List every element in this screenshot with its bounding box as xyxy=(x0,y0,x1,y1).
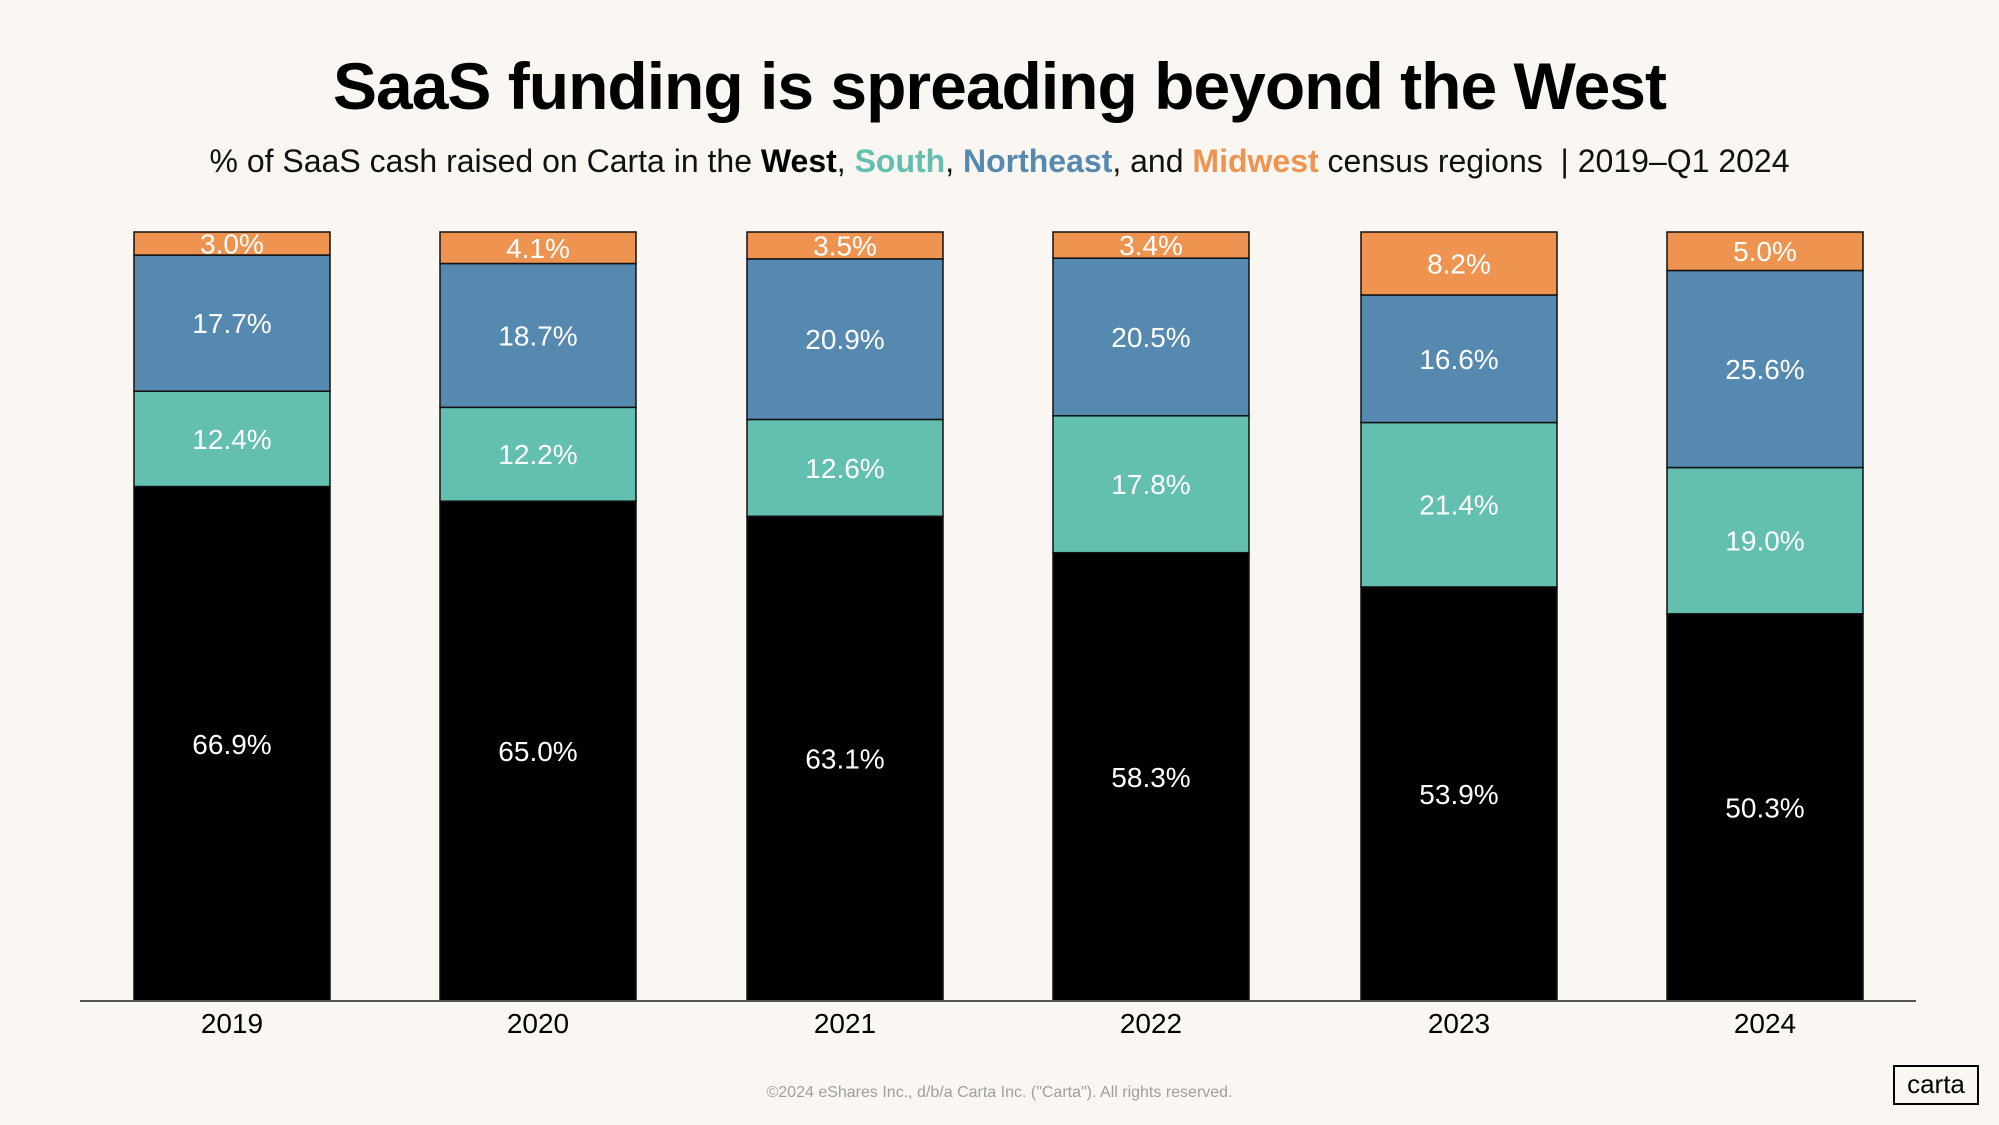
bar-segment-south-2021 xyxy=(746,418,944,517)
subtitle-south: South xyxy=(854,143,946,179)
data-label: 65.0% xyxy=(498,736,577,767)
data-label: 12.2% xyxy=(498,439,577,470)
data-label: 5.0% xyxy=(1733,236,1797,267)
data-label: 12.4% xyxy=(192,424,271,455)
subtitle-sep: , and xyxy=(1112,143,1193,179)
data-label: 21.4% xyxy=(1419,490,1498,521)
data-label: 3.0% xyxy=(200,229,264,260)
x-tick-label: 2021 xyxy=(814,1008,876,1039)
bar-segment-midwest-2019 xyxy=(133,231,331,256)
data-label: 25.6% xyxy=(1725,354,1804,385)
subtitle-suffix: census regions | 2019–Q1 2024 xyxy=(1318,143,1790,179)
data-label: 53.9% xyxy=(1419,779,1498,810)
bar-segment-northeast-2020 xyxy=(439,262,637,409)
x-tick-label: 2023 xyxy=(1428,1008,1490,1039)
x-tick-label: 2019 xyxy=(201,1008,263,1039)
bar-segment-south-2022 xyxy=(1052,415,1250,554)
bar-segment-south-2024 xyxy=(1666,466,1864,615)
subtitle-sep: , xyxy=(945,143,963,179)
bar-segment-northeast-2021 xyxy=(746,258,944,421)
data-label: 17.8% xyxy=(1111,469,1190,500)
bar-segment-midwest-2022 xyxy=(1052,231,1250,259)
data-label: 3.5% xyxy=(813,230,877,261)
x-tick-label: 2020 xyxy=(507,1008,569,1039)
subtitle-west: West xyxy=(760,143,837,179)
data-label: 17.7% xyxy=(192,308,271,339)
bar-segment-south-2020 xyxy=(439,406,637,502)
carta-logo: carta xyxy=(1893,1065,1979,1105)
data-label: 58.3% xyxy=(1111,762,1190,793)
data-label: 4.1% xyxy=(506,233,570,264)
copyright-footer: ©2024 eShares Inc., d/b/a Carta Inc. ("C… xyxy=(766,1084,1233,1101)
bar-segment-northeast-2024 xyxy=(1666,269,1864,469)
chart-title: SaaS funding is spreading beyond the Wes… xyxy=(333,49,1667,123)
subtitle-midwest: Midwest xyxy=(1192,143,1319,179)
data-label: 50.3% xyxy=(1725,792,1804,823)
data-label: 19.0% xyxy=(1725,526,1804,557)
subtitle-northeast: Northeast xyxy=(962,143,1113,179)
bar-segment-south-2023 xyxy=(1360,421,1558,588)
bar-segment-midwest-2020 xyxy=(439,231,637,265)
data-label: 66.9% xyxy=(192,729,271,760)
bar-segment-midwest-2021 xyxy=(746,231,944,260)
bar-segment-midwest-2023 xyxy=(1360,231,1558,296)
data-label: 20.9% xyxy=(805,324,884,355)
data-label: 18.7% xyxy=(498,320,577,351)
bar-segment-northeast-2022 xyxy=(1052,257,1250,417)
data-label: 3.4% xyxy=(1119,230,1183,261)
data-label: 63.1% xyxy=(805,744,884,775)
data-label: 12.6% xyxy=(805,453,884,484)
bar-segment-northeast-2023 xyxy=(1360,294,1558,424)
bar-segment-west-2023 xyxy=(1360,586,1558,1002)
bar-segment-south-2019 xyxy=(133,390,331,488)
x-tick-label: 2024 xyxy=(1734,1008,1796,1039)
bar-segment-west-2021 xyxy=(746,515,944,1002)
data-label: 16.6% xyxy=(1419,344,1498,375)
subtitle-prefix: % of SaaS cash raised on Carta in the xyxy=(209,143,761,179)
data-label: 8.2% xyxy=(1427,248,1491,279)
subtitle-sep: , xyxy=(836,143,855,179)
bar-segment-west-2022 xyxy=(1052,551,1250,1002)
data-label: 20.5% xyxy=(1111,322,1190,353)
bar-segment-midwest-2024 xyxy=(1666,231,1864,272)
x-tick-label: 2022 xyxy=(1120,1008,1182,1039)
bar-segment-northeast-2019 xyxy=(133,254,331,392)
bar-segment-west-2020 xyxy=(439,500,637,1002)
chart-subtitle: % of SaaS cash raised on Carta in the We… xyxy=(0,143,1999,180)
